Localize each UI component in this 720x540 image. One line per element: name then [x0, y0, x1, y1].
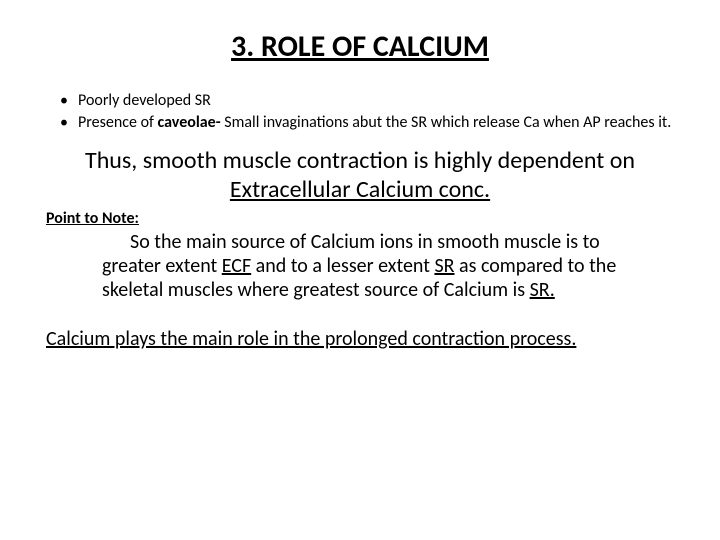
- point-to-note-label: Point to Note:: [42, 209, 678, 228]
- bullet-item: Presence of caveolae- Small invagination…: [60, 113, 678, 133]
- main-statement: Thus, smooth muscle contraction is highl…: [42, 147, 678, 205]
- note-u1: ECF: [222, 254, 251, 278]
- bullet-text-post: Small invaginations abut the SR which re…: [221, 113, 672, 132]
- note-u2: SR: [434, 254, 454, 278]
- note-p2: and to a lesser extent: [251, 254, 434, 278]
- statement-underlined: Extracellular Calcium conc.: [230, 175, 490, 204]
- bullet-list: Poorly developed SR Presence of caveolae…: [42, 91, 678, 133]
- slide-title: 3. ROLE OF CALCIUM: [42, 28, 678, 65]
- bullet-text-bold: caveolae-: [158, 113, 221, 132]
- bullet-item: Poorly developed SR: [60, 91, 678, 111]
- note-u3: SR.: [530, 278, 555, 302]
- bullet-text: Poorly developed SR: [78, 91, 211, 110]
- bullet-text-pre: Presence of: [78, 113, 158, 132]
- note-body: So the main source of Calcium ions in sm…: [42, 230, 678, 303]
- statement-pre: Thus, smooth muscle contraction is highl…: [85, 146, 635, 175]
- final-line: Calcium plays the main role in the prolo…: [42, 327, 678, 351]
